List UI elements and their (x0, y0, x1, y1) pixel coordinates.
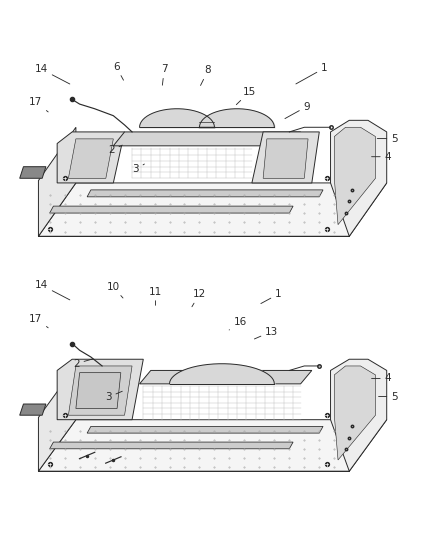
Polygon shape (39, 183, 387, 236)
Polygon shape (20, 404, 46, 415)
Text: 14: 14 (35, 64, 70, 84)
Text: 5: 5 (377, 134, 398, 143)
Polygon shape (39, 419, 387, 471)
Text: 13: 13 (254, 327, 278, 339)
Polygon shape (68, 366, 132, 415)
Text: 16: 16 (229, 318, 247, 330)
Polygon shape (68, 139, 113, 178)
Text: 14: 14 (35, 280, 70, 300)
Polygon shape (57, 359, 143, 419)
Polygon shape (331, 359, 387, 471)
Polygon shape (263, 139, 308, 178)
Polygon shape (39, 127, 76, 236)
Text: 1: 1 (261, 289, 282, 304)
Polygon shape (331, 120, 387, 236)
Text: 4: 4 (371, 152, 391, 161)
Text: 10: 10 (106, 282, 123, 298)
Text: 17: 17 (29, 98, 48, 112)
Text: 17: 17 (29, 314, 48, 328)
Text: 5: 5 (378, 392, 398, 401)
Polygon shape (39, 366, 76, 471)
Polygon shape (49, 206, 293, 213)
Text: 6: 6 (113, 62, 124, 80)
Polygon shape (252, 132, 319, 183)
Polygon shape (113, 132, 300, 146)
Text: 9: 9 (285, 102, 310, 118)
Text: 1: 1 (296, 63, 328, 84)
Polygon shape (76, 373, 121, 408)
Text: 3: 3 (132, 164, 145, 174)
Polygon shape (140, 370, 312, 384)
Text: 7: 7 (161, 64, 168, 85)
Text: 8: 8 (201, 66, 212, 85)
Polygon shape (87, 190, 323, 197)
Polygon shape (334, 127, 375, 225)
Text: 2: 2 (73, 359, 93, 368)
Polygon shape (87, 426, 323, 433)
Text: 3: 3 (105, 391, 122, 402)
Text: 2: 2 (108, 145, 122, 155)
Polygon shape (20, 167, 46, 178)
Text: 4: 4 (371, 374, 391, 383)
Text: 12: 12 (192, 289, 206, 307)
Polygon shape (49, 442, 293, 449)
Text: 11: 11 (149, 287, 162, 305)
Polygon shape (334, 366, 375, 460)
Polygon shape (57, 132, 124, 183)
Text: 15: 15 (237, 87, 256, 104)
